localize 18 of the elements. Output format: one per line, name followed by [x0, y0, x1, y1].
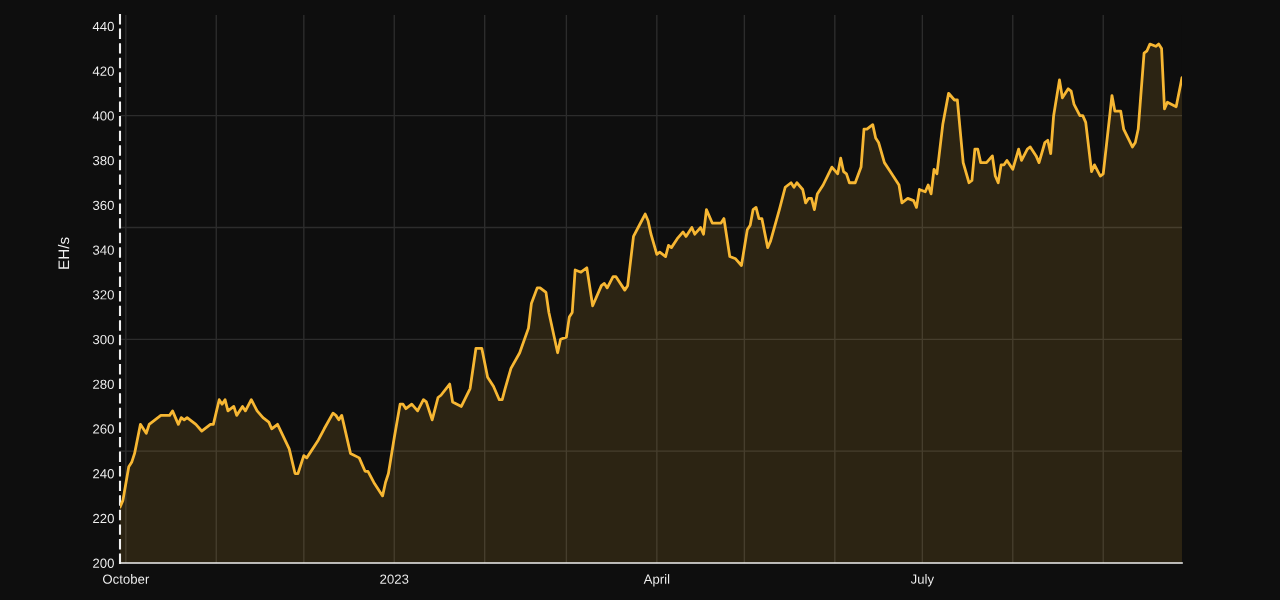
- y-tick-label: 420: [92, 66, 114, 76]
- y-tick-label: 220: [93, 513, 114, 524]
- y-tick-label: 440: [92, 21, 114, 32]
- x-tick-label: 2023: [380, 574, 409, 584]
- y-axis-title: EH/s: [57, 237, 70, 269]
- x-tick-label: October: [102, 574, 150, 584]
- y-tick-label: 380: [92, 155, 114, 166]
- y-tick-label: 240: [93, 469, 114, 479]
- y-tick-label: 280: [93, 379, 114, 389]
- y-tick-label: 200: [93, 558, 114, 568]
- y-tick-label: 300: [92, 334, 114, 345]
- y-tick-label: 400: [92, 111, 114, 121]
- y-tick-label: 260: [93, 424, 114, 434]
- y-tick-label: 320: [92, 290, 114, 300]
- x-tick-label: April: [643, 574, 670, 587]
- y-tick-label: 340: [92, 245, 114, 255]
- y-tick-label: 360: [92, 200, 114, 211]
- x-tick-label: July: [910, 574, 935, 587]
